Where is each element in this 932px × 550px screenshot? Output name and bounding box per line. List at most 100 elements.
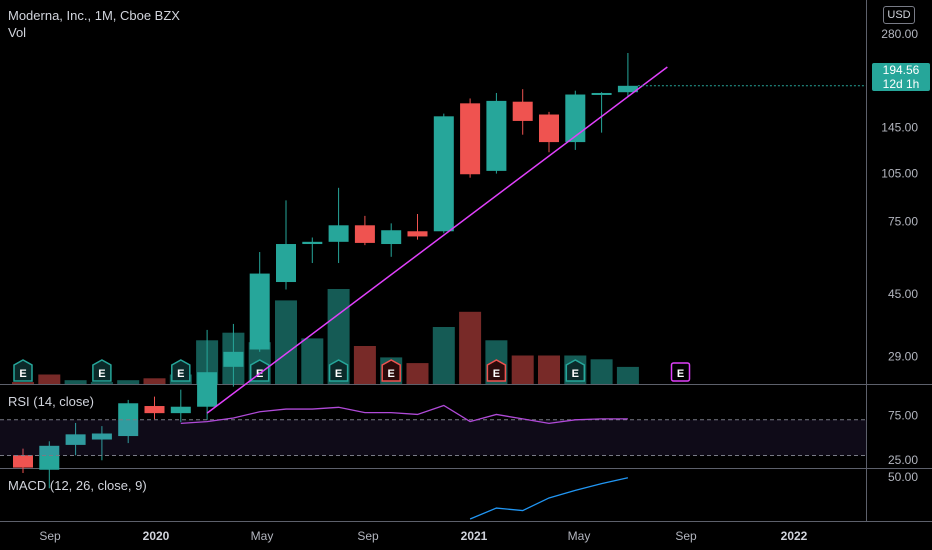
volume-bar bbox=[538, 355, 560, 384]
price-tick-label: 29.00 bbox=[888, 350, 918, 364]
candle-body bbox=[407, 231, 428, 237]
volume-bar bbox=[90, 382, 113, 384]
earnings-future-icon: E bbox=[670, 362, 691, 382]
earnings-badge bbox=[328, 359, 349, 382]
time-tick-label: May bbox=[251, 529, 274, 543]
earnings-badge bbox=[249, 359, 270, 382]
candle bbox=[249, 252, 270, 352]
earnings-icon: E bbox=[92, 359, 112, 382]
candle bbox=[407, 214, 428, 240]
candle-body bbox=[249, 273, 270, 350]
candle-body bbox=[223, 351, 244, 367]
rsi-tick-label: 25.00 bbox=[888, 453, 918, 467]
candle-body bbox=[512, 101, 533, 121]
rsi-line bbox=[180, 404, 628, 425]
earnings-label: E bbox=[335, 368, 342, 380]
volume-bar bbox=[459, 311, 482, 384]
earnings-icon: E bbox=[565, 359, 586, 382]
candle bbox=[302, 237, 323, 264]
earnings-badge bbox=[670, 362, 691, 382]
rsi-band bbox=[0, 419, 866, 456]
time-tick-label: Sep bbox=[39, 529, 61, 543]
volume-bar bbox=[616, 366, 639, 384]
candle-body bbox=[354, 225, 375, 243]
macd-legend[interactable]: MACD (12, 26, close, 9) bbox=[8, 478, 147, 493]
time-tick-label: 2022 bbox=[781, 529, 808, 543]
earnings-label: E bbox=[493, 368, 500, 380]
candle bbox=[381, 223, 402, 257]
bar-countdown: 12d 1h bbox=[882, 77, 920, 91]
volume-bar bbox=[511, 355, 534, 384]
candle-body bbox=[197, 372, 218, 407]
earnings-label: E bbox=[19, 368, 26, 380]
earnings-icon: E bbox=[486, 359, 507, 382]
candle-body bbox=[13, 455, 33, 468]
earnings-icon: E bbox=[328, 359, 349, 382]
price-tick-label: 45.00 bbox=[888, 287, 918, 301]
candle-body bbox=[617, 85, 638, 93]
earnings-label: E bbox=[98, 368, 105, 380]
earnings-label: E bbox=[677, 368, 684, 380]
earnings-label: E bbox=[177, 368, 184, 380]
earnings-badge bbox=[565, 359, 586, 382]
candle-body bbox=[144, 406, 165, 414]
volume-bar bbox=[12, 382, 34, 384]
candle bbox=[144, 396, 165, 420]
candle bbox=[354, 215, 375, 246]
candle-body bbox=[39, 445, 60, 470]
candle bbox=[617, 53, 638, 97]
time-tick-label: 2020 bbox=[143, 529, 170, 543]
time-tick-label: Sep bbox=[675, 529, 697, 543]
price-tick-label: 145.00 bbox=[881, 121, 918, 135]
volume-bar bbox=[353, 346, 376, 384]
earnings-badge bbox=[171, 359, 191, 382]
earnings-badge bbox=[13, 359, 33, 382]
earnings-icon: E bbox=[381, 359, 401, 382]
candle bbox=[460, 98, 481, 178]
candle bbox=[328, 187, 349, 264]
volume-bar bbox=[406, 363, 429, 384]
earnings-icon: E bbox=[13, 359, 33, 382]
volume-bar bbox=[301, 338, 324, 384]
candle bbox=[512, 89, 533, 135]
last-price-tag: 194.56 12d 1h bbox=[872, 63, 930, 91]
earnings-badge bbox=[92, 359, 112, 382]
volume-bar bbox=[590, 359, 613, 384]
macd-line bbox=[469, 477, 629, 520]
candle bbox=[91, 426, 112, 461]
price-tick-label: 105.00 bbox=[881, 167, 918, 181]
candle-body bbox=[460, 103, 481, 175]
last-price-value: 194.56 bbox=[882, 63, 920, 77]
candle bbox=[486, 92, 507, 174]
symbol-legend[interactable]: Moderna, Inc., 1M, Cboe BZX bbox=[8, 8, 180, 23]
volume-bar bbox=[432, 327, 455, 384]
currency-button[interactable]: USD bbox=[883, 6, 915, 24]
rsi-tick-label: 75.00 bbox=[888, 408, 918, 422]
candle bbox=[197, 329, 218, 420]
candle-body bbox=[539, 114, 559, 143]
candle-body bbox=[486, 100, 507, 171]
earnings-label: E bbox=[388, 368, 395, 380]
rsi-legend[interactable]: RSI (14, close) bbox=[8, 394, 94, 409]
earnings-badge bbox=[381, 359, 401, 382]
candle bbox=[13, 448, 33, 474]
price-tick-label: 280.00 bbox=[881, 27, 918, 41]
candle bbox=[539, 111, 559, 153]
candle bbox=[433, 113, 454, 234]
trendline bbox=[206, 66, 668, 414]
candle-body bbox=[65, 434, 86, 445]
volume-bar bbox=[275, 300, 297, 384]
macd-tick-label: 50.00 bbox=[888, 470, 918, 484]
candle bbox=[223, 323, 244, 387]
candle-body bbox=[91, 433, 112, 440]
time-tick-label: 2021 bbox=[461, 529, 488, 543]
volume-bar bbox=[143, 378, 166, 384]
candle-body bbox=[591, 92, 612, 95]
candle bbox=[276, 200, 296, 290]
volume-legend[interactable]: Vol bbox=[8, 25, 27, 40]
price-tick-label: 75.00 bbox=[888, 214, 918, 228]
candle-body bbox=[433, 116, 454, 232]
candle bbox=[39, 441, 60, 489]
time-tick-label: May bbox=[568, 529, 591, 543]
